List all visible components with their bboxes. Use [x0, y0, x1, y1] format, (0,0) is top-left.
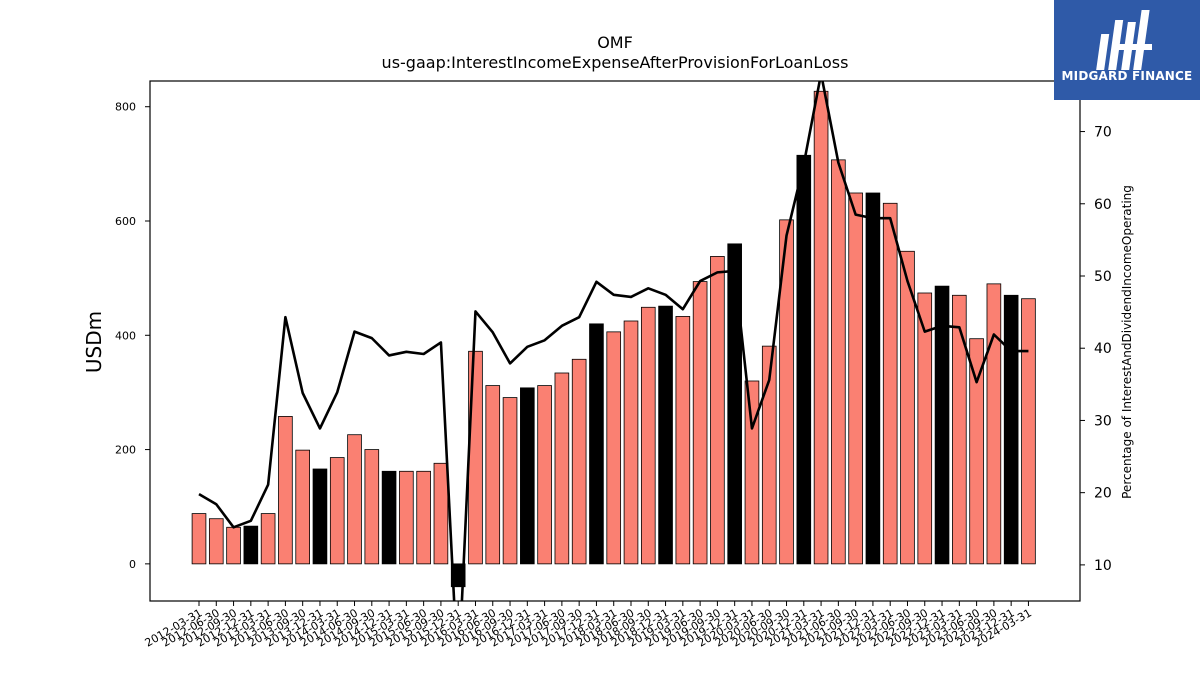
bar-2016-03-31 [468, 350, 483, 565]
y2-tick-label: 30 [1094, 413, 1112, 429]
bar-2013-09-30 [295, 449, 310, 565]
y-tick-label: 800 [115, 101, 136, 114]
bar-2012-12-31 [243, 525, 259, 565]
logo-mark-icon [1096, 10, 1152, 70]
bar-2019-03-31 [675, 316, 691, 565]
bar-2019-09-30 [710, 256, 725, 565]
bar-2021-09-30 [848, 192, 863, 565]
bar-2022-12-31 [934, 285, 950, 565]
y2-tick-label: 40 [1094, 341, 1112, 357]
bar-2012-03-31 [191, 513, 207, 565]
line-group [198, 81, 1029, 601]
bar-2019-12-31 [727, 243, 742, 565]
bar-2015-06-30 [416, 470, 431, 565]
bar-2014-09-30 [364, 449, 380, 565]
bar-2020-09-30 [779, 219, 794, 565]
bar-2023-09-30 [986, 283, 1002, 565]
y2-tick-label: 50 [1094, 269, 1112, 285]
x-axis: 2012-03-312012-06-302012-09-302012-12-31… [143, 601, 1034, 650]
right-axis: 10 20 30 40 50 60 70 [1080, 125, 1112, 574]
bar-2013-12-31 [312, 468, 328, 565]
bar-2016-09-30 [502, 397, 518, 565]
bar-2021-03-31 [813, 90, 829, 565]
y2-tick-label: 10 [1094, 558, 1112, 574]
bar-2023-03-31 [952, 294, 967, 565]
y-axis-label: USDm [82, 311, 106, 373]
y2-axis-label: Percentage of InterestAndDividendIncomeO… [1120, 185, 1134, 499]
chart-subtitle: us-gaap:InterestIncomeExpenseAfterProvis… [382, 53, 849, 72]
bar-2016-12-31 [520, 387, 535, 565]
bar-2015-09-30 [433, 462, 449, 565]
bar-2017-09-30 [571, 358, 587, 565]
bar-2017-12-31 [589, 323, 604, 565]
bar-2020-12-31 [796, 154, 812, 565]
bar-group [191, 90, 1036, 588]
bar-2021-12-31 [865, 192, 881, 565]
plot-frame [149, 80, 1081, 602]
bar-2020-06-30 [761, 345, 777, 565]
bar-2014-12-31 [381, 470, 397, 565]
y2-tick-label: 20 [1094, 486, 1112, 502]
bar-2016-06-30 [485, 385, 501, 565]
bar-2014-03-31 [329, 457, 345, 565]
left-axis: 0 200 400 600 800 [115, 101, 150, 571]
y-tick-label: 400 [115, 329, 136, 342]
y-tick-label: 200 [115, 444, 136, 457]
percentage-line [198, 81, 1029, 601]
bar-2017-06-30 [554, 372, 570, 565]
y-tick-label: 600 [115, 215, 136, 228]
bar-2014-06-30 [347, 434, 362, 565]
bar-2012-09-30 [226, 526, 241, 565]
bar-2022-09-30 [917, 292, 933, 565]
bar-2021-06-30 [831, 159, 846, 565]
bar-2013-06-30 [278, 416, 293, 565]
bar-2023-12-31 [1003, 294, 1019, 565]
bar-2018-09-30 [640, 306, 656, 565]
bar-2018-12-31 [658, 305, 673, 565]
bar-2015-03-31 [399, 470, 414, 565]
y-tick-label: 0 [129, 558, 136, 571]
bar-2018-06-30 [623, 320, 639, 565]
logo-text: MIDGARD FINANCE [1061, 69, 1193, 83]
bar-2020-03-31 [744, 380, 760, 565]
bar-2022-06-30 [900, 250, 915, 565]
y2-tick-label: 60 [1094, 197, 1112, 213]
bar-2012-06-30 [208, 518, 224, 565]
bar-2017-03-31 [537, 385, 552, 565]
chart-title: OMF [597, 33, 633, 52]
bar-2013-03-31 [260, 513, 276, 565]
bar-2023-06-30 [969, 338, 984, 565]
brand-logo: MIDGARD FINANCE [1054, 0, 1200, 100]
bar-2024-03-31 [1021, 298, 1036, 565]
bar-2022-03-31 [882, 202, 898, 565]
bar-2018-03-31 [606, 331, 622, 565]
y2-tick-label: 70 [1094, 125, 1112, 141]
bar-2019-06-30 [692, 281, 708, 565]
